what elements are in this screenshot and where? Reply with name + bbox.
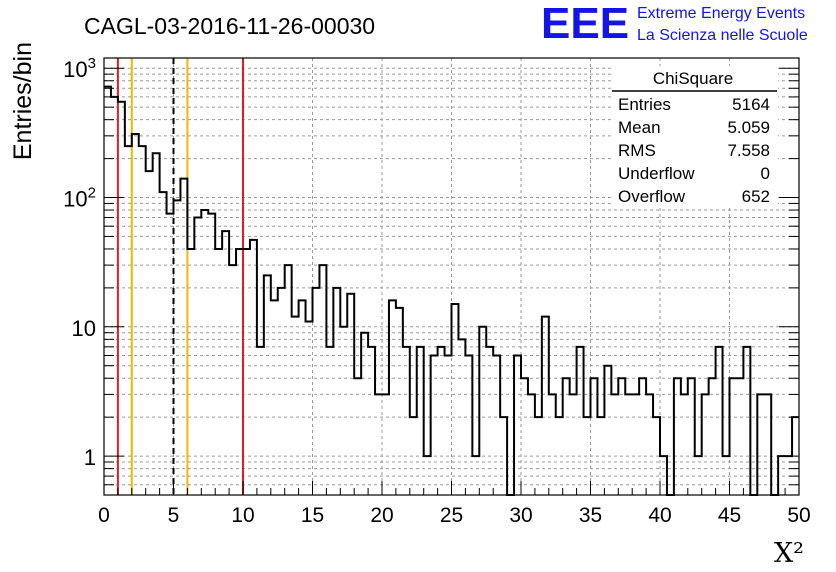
x-tick-label: 15 [301, 504, 324, 527]
axis-ticks [103, 67, 800, 496]
x-tick-label: 30 [509, 504, 532, 527]
grid-lines [104, 58, 799, 495]
stats-row-label: Mean [618, 118, 661, 137]
histogram-series [104, 85, 799, 496]
run-title: CAGL-03-2016-11-26-00030 [84, 13, 375, 39]
y-tick-label: 10 [72, 316, 96, 341]
y-tick-label: 102 [63, 185, 96, 212]
stats-box: ChiSquare Entries 5164 Mean 5.059 RMS 7.558 Un… [612, 66, 778, 206]
x-tick-labels: 0 5 10 15 20 25 30 35 40 45 50 [98, 504, 811, 527]
x-tick-label: 35 [579, 504, 602, 527]
y-tick-labels: 1 10 102 103 [63, 55, 96, 470]
x-tick-label: 0 [98, 504, 110, 527]
x-tick-label: 5 [168, 504, 180, 527]
y-tick-label: 103 [63, 55, 96, 82]
stats-row-value: 0 [761, 164, 770, 183]
stats-row-value: 7.558 [727, 141, 770, 160]
stats-row-label: Overflow [618, 187, 686, 206]
eee-logo-mark: EEE [541, 0, 629, 48]
stats-row-value: 652 [742, 187, 770, 206]
reference-lines [116, 58, 244, 495]
eee-logo: EEE Extreme Energy Events La Scienza nel… [541, 0, 808, 48]
stats-row-label: RMS [618, 141, 656, 160]
x-tick-label: 50 [787, 504, 810, 527]
x-axis-title: X² [774, 538, 804, 569]
eee-logo-line1: Extreme Energy Events [637, 5, 805, 22]
y-axis-title: Entries/bin [9, 42, 37, 160]
stats-row-label: Underflow [618, 164, 695, 183]
stats-row-value: 5164 [732, 95, 770, 114]
x-tick-label: 40 [648, 504, 671, 527]
y-tick-label: 1 [84, 445, 96, 470]
x-tick-label: 10 [231, 504, 254, 527]
stats-row-value: 5.059 [727, 118, 770, 137]
x-tick-label: 25 [440, 504, 463, 527]
eee-logo-line2: La Scienza nelle Scuole [637, 27, 808, 44]
x-tick-label: 20 [370, 504, 393, 527]
stats-row-label: Entries [618, 95, 671, 114]
stats-box-rows: Entries 5164 Mean 5.059 RMS 7.558 Underflow 0 Ov… [618, 95, 770, 206]
stats-box-title: ChiSquare [653, 69, 733, 88]
x-tick-label: 45 [718, 504, 741, 527]
